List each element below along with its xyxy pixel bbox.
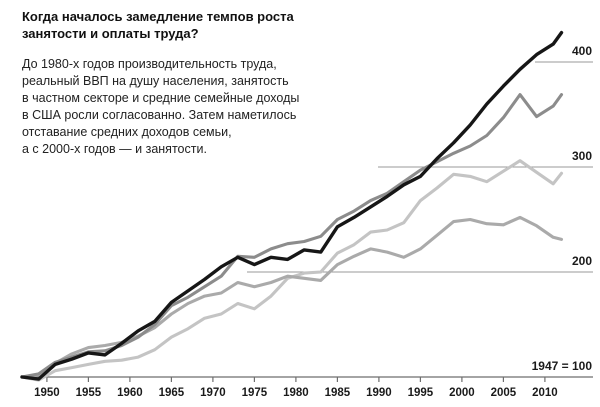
x-tick-label-2010: 2010 <box>532 387 558 399</box>
x-tick-label-1980: 1980 <box>283 387 309 399</box>
series-line-3 <box>20 30 564 381</box>
chart-title: Когда началось замедление темпов роста з… <box>22 9 294 41</box>
x-tick-label-2000: 2000 <box>449 387 475 399</box>
baseline-note: 1947 = 100 <box>532 359 593 373</box>
x-tick-label-1995: 1995 <box>408 387 434 399</box>
y-gridline-label-200: 200 <box>572 254 592 268</box>
series-line-1 <box>20 215 564 379</box>
x-tick-label-1960: 1960 <box>117 387 143 399</box>
x-tick-label-1990: 1990 <box>366 387 392 399</box>
x-tick-label-1965: 1965 <box>159 387 185 399</box>
x-tick-label-1950: 1950 <box>34 387 60 399</box>
x-tick-label-2005: 2005 <box>491 387 517 399</box>
x-tick-label-1985: 1985 <box>325 387 351 399</box>
chart-header: Когда началось замедление темпов роста з… <box>22 8 322 158</box>
chart-description: До 1980-х годов производительность труда… <box>22 57 300 156</box>
y-gridline-label-400: 400 <box>572 44 592 58</box>
y-gridline-label-300: 300 <box>572 149 592 163</box>
x-tick-label-1970: 1970 <box>200 387 226 399</box>
x-tick-label-1955: 1955 <box>76 387 102 399</box>
series-line-2 <box>20 93 564 379</box>
x-tick-label-1975: 1975 <box>242 387 268 399</box>
